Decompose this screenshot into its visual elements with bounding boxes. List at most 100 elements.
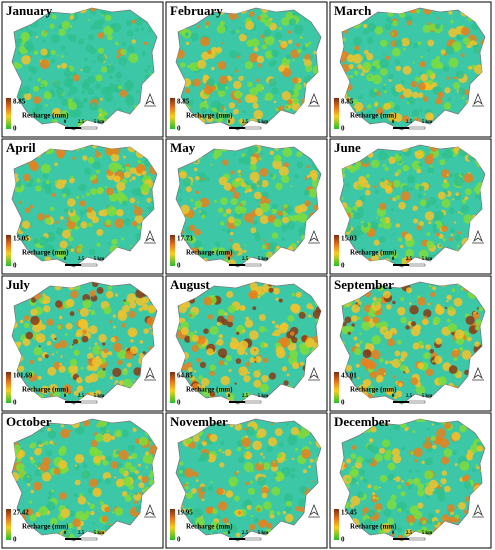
map-patch bbox=[382, 251, 390, 260]
map-patch bbox=[425, 482, 430, 487]
map-patch bbox=[102, 367, 106, 371]
map-patch bbox=[278, 442, 284, 448]
map-patch bbox=[60, 45, 66, 51]
map-patch bbox=[357, 211, 364, 219]
map-patch bbox=[368, 75, 371, 78]
map-patch bbox=[464, 369, 470, 376]
map-patch bbox=[253, 379, 262, 388]
map-patch bbox=[254, 286, 259, 290]
map-patch bbox=[288, 105, 292, 109]
map-patch bbox=[256, 55, 265, 64]
map-patch bbox=[236, 30, 240, 33]
scale-label: 0 bbox=[64, 531, 67, 536]
map-patch bbox=[345, 183, 350, 187]
map-patch bbox=[395, 194, 401, 200]
map-patch bbox=[149, 454, 153, 457]
map-patch bbox=[278, 26, 282, 31]
map-patch bbox=[290, 331, 295, 336]
map-patch bbox=[261, 87, 265, 90]
map-patch bbox=[57, 64, 61, 69]
map-patch bbox=[40, 84, 44, 88]
map-patch bbox=[65, 298, 75, 308]
map-patch bbox=[448, 237, 453, 242]
map-patch bbox=[351, 445, 357, 450]
map-patch bbox=[436, 428, 446, 438]
map-patch bbox=[47, 495, 52, 500]
map-patch bbox=[58, 24, 63, 29]
map-patch bbox=[50, 34, 60, 44]
map-patch bbox=[374, 189, 379, 194]
map-patch bbox=[234, 338, 238, 341]
map-patch bbox=[454, 514, 460, 519]
map-patch bbox=[140, 27, 144, 31]
map-patch bbox=[134, 17, 144, 26]
map-patch bbox=[232, 191, 241, 199]
map-patch bbox=[205, 506, 213, 515]
map-patch bbox=[184, 468, 194, 478]
scale-bar bbox=[80, 537, 98, 541]
map-patch bbox=[200, 107, 207, 114]
map-patch bbox=[451, 288, 456, 292]
map-patch bbox=[95, 149, 98, 153]
map-patch bbox=[114, 41, 119, 46]
map-patch bbox=[304, 53, 311, 61]
map-patch bbox=[80, 221, 88, 229]
map-patch bbox=[94, 529, 100, 535]
scale-label: 2.5 bbox=[78, 120, 85, 125]
map-patch bbox=[74, 464, 78, 467]
map-patch bbox=[216, 24, 226, 34]
map-patch bbox=[115, 478, 125, 487]
map-patch bbox=[460, 287, 464, 291]
map-patch bbox=[366, 110, 372, 117]
map-patch bbox=[59, 362, 62, 366]
map-patch bbox=[216, 338, 224, 346]
map-patch bbox=[358, 469, 366, 476]
map-patch bbox=[250, 227, 257, 234]
scale-bar bbox=[229, 264, 245, 266]
map-patch bbox=[60, 428, 70, 439]
map-patch bbox=[61, 98, 69, 106]
map-patch bbox=[468, 65, 472, 70]
map-patch bbox=[209, 434, 218, 442]
map-patch bbox=[460, 212, 464, 215]
map-patch bbox=[25, 27, 29, 31]
map-patch bbox=[81, 89, 85, 94]
scale-bar bbox=[408, 400, 426, 404]
legend-bar bbox=[6, 235, 11, 266]
map-patch bbox=[373, 102, 379, 107]
map-patch bbox=[33, 238, 39, 245]
map-patch bbox=[46, 501, 56, 511]
scale-bar bbox=[393, 401, 409, 403]
map-patch bbox=[211, 508, 218, 515]
map-patch bbox=[403, 88, 413, 98]
map-patch bbox=[92, 487, 102, 497]
legend-bar bbox=[6, 509, 11, 540]
map-patch bbox=[459, 346, 464, 352]
map-patch bbox=[141, 51, 146, 56]
map-patch bbox=[351, 315, 358, 322]
map-patch bbox=[275, 346, 285, 355]
map-patch bbox=[453, 76, 457, 80]
map-patch bbox=[19, 319, 24, 324]
map-patch bbox=[21, 220, 31, 229]
legend-min: 0 bbox=[13, 125, 17, 133]
map-patch bbox=[77, 496, 87, 505]
map-patch bbox=[69, 15, 74, 20]
map-patch bbox=[371, 335, 381, 345]
map-patch bbox=[41, 472, 52, 482]
map-patch bbox=[405, 248, 415, 258]
map-patch bbox=[370, 349, 381, 360]
map-patch bbox=[207, 314, 214, 320]
map-patch bbox=[397, 508, 402, 513]
map-patch bbox=[407, 175, 416, 184]
map-patch bbox=[367, 458, 374, 464]
map-patch bbox=[218, 448, 222, 452]
map-patch bbox=[184, 335, 191, 343]
map-patch bbox=[394, 257, 399, 262]
map-patch bbox=[260, 34, 265, 39]
map-patch bbox=[230, 198, 238, 206]
map-patch bbox=[246, 469, 251, 473]
map-patch bbox=[105, 290, 114, 299]
